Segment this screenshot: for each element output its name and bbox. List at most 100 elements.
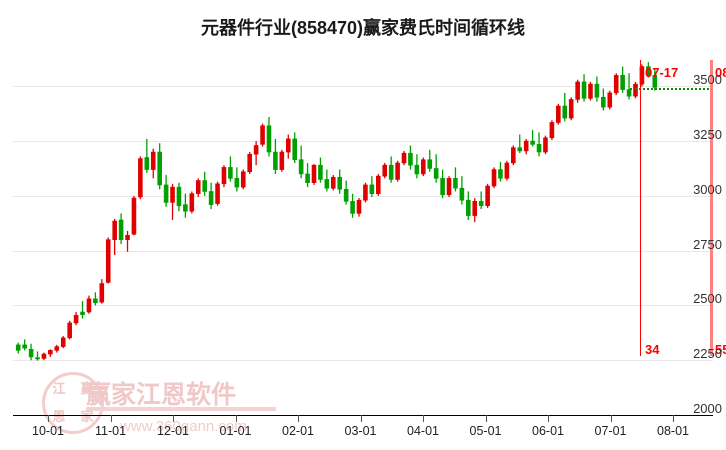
candle-body [292,138,297,161]
candle-body [356,199,362,214]
candle-body [562,105,568,119]
candle-body [575,81,580,100]
candle-body [337,176,343,190]
candle-body [150,151,156,170]
candle-body [382,164,388,177]
candle-body [568,99,574,119]
candle-body [221,167,227,185]
x-axis-tick-label: 03-01 [344,424,377,438]
y-axis-tick-label: 2500 [693,291,722,307]
candle-body [421,159,426,175]
candle-body [15,344,21,351]
x-axis-tick-mark [360,415,362,422]
candle-body [195,180,201,194]
candle-body [118,219,124,240]
candle-body [646,66,651,76]
candle-body [234,178,240,188]
candle-body [556,105,561,123]
fib-date-label: 08- [715,65,726,80]
gridline [13,86,713,88]
candle-body [478,201,484,207]
candle-body [376,175,381,194]
fib-time-vline[interactable] [640,60,641,356]
x-axis-tick-mark [485,415,487,422]
candle-body [144,157,150,170]
candle-body [466,199,471,216]
candle-body [588,83,593,99]
y-axis-tick-label: 2750 [693,236,722,252]
candle-body [581,81,587,99]
candlestick-series [15,62,658,361]
candle-body [22,344,27,349]
candle-body [517,147,523,152]
candle-body [523,140,529,152]
candle-body [414,164,420,175]
candle-body [285,138,291,153]
candle-body [491,169,497,187]
x-axis-tick-mark [298,415,299,422]
candle-body [266,125,272,153]
candle-body [408,152,413,166]
x-axis-tick-mark [173,415,174,422]
candle-body [652,75,658,88]
candle-body [549,122,555,139]
candle-body [543,137,548,153]
candle-body [86,298,92,313]
page-title: 元器件行业(858470)赢家费氏时间循环线 [200,18,526,38]
fib-time-vline[interactable] [710,60,713,356]
x-axis-tick-mark [235,415,237,422]
candle-body [350,201,355,214]
candle-body [626,89,632,97]
candle-body [189,193,195,212]
candle-body [253,145,259,155]
candle-body [453,178,458,189]
candle-body [330,176,336,189]
candle-body [80,311,85,315]
candle-body [208,191,214,205]
candle-body [369,184,375,194]
x-axis-tick-mark [610,415,612,422]
candle-body [73,314,79,324]
candle-body [228,167,233,179]
candle-body [202,180,207,192]
candle-body [28,348,34,358]
y-axis-tick-label: 2250 [693,346,722,362]
x-axis-tick-label: 08-01 [657,424,689,438]
candle-body [305,173,310,184]
candle-body [395,162,400,180]
candle-body [498,169,503,179]
candle-body [93,298,98,304]
candle-body [215,183,220,204]
gridline [13,141,713,143]
candle-body [99,283,105,303]
candle-body [311,164,317,184]
x-axis-tick-label: 10-01 [32,424,64,438]
x-axis-tick-label: 12-01 [157,424,189,438]
fib-number-label: 55 [715,341,726,357]
candle-body [343,188,349,202]
candle-body [170,186,175,203]
candle-body [60,337,66,347]
candle-body [48,350,53,355]
candle-body [105,239,111,283]
y-axis-tick-label: 3000 [693,181,722,197]
x-axis-tick-label: 02-01 [282,424,314,438]
candle-body [125,235,130,240]
candle-body [511,147,516,164]
y-axis-tick-label: 2000 [693,401,722,416]
candle-body [536,144,542,153]
candle-body [183,204,188,212]
x-axis-tick-label: 01-01 [219,424,252,438]
x-axis-tick-label: 07-01 [594,424,627,438]
candle-body [363,184,368,201]
price-level-line [630,88,713,91]
candle-body [131,197,137,235]
candle-body [459,187,465,201]
candle-body [157,151,162,186]
candle-body [504,162,510,179]
candle-body [41,353,47,359]
x-axis-labels: 10-01 11-01 12-01 01-01 02-01 03-01 04-01 05-01… [13,415,713,450]
x-axis-tick-mark [110,415,112,422]
candle-body [601,96,606,108]
